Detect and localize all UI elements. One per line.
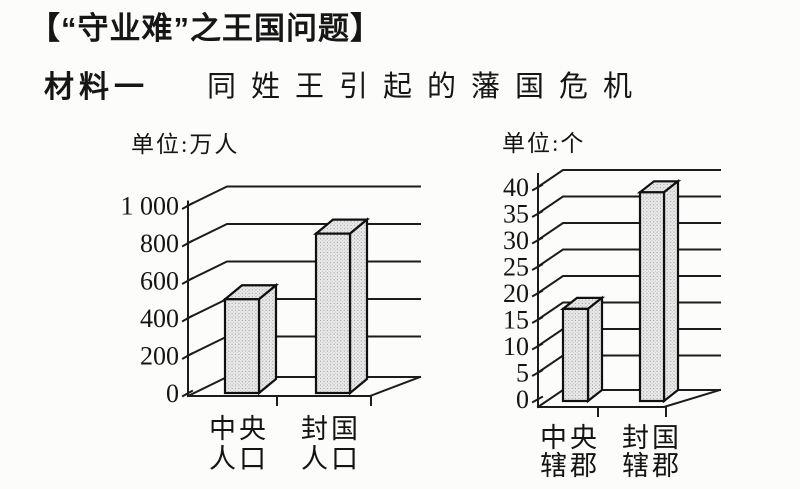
bar-side-face	[348, 217, 369, 396]
bar-side-face	[586, 295, 604, 404]
gridline	[536, 275, 721, 295]
category-label: 中央	[540, 423, 600, 453]
bar-front-face	[561, 307, 590, 403]
category-label: 人口	[209, 444, 269, 474]
gridline	[186, 223, 421, 245]
y-axis-tick-label: 20	[503, 279, 529, 308]
y-axis-tick-label: 5	[516, 359, 529, 388]
gridline	[186, 298, 421, 320]
bar-front-face	[223, 298, 261, 395]
y-axis-tick-label: 600	[140, 267, 179, 296]
category-label: 人口	[301, 444, 361, 474]
y-axis-tick-label: 0	[166, 379, 179, 408]
gridline	[186, 260, 421, 282]
y-axis-tick-label: 30	[503, 226, 529, 255]
y-axis-tick-label: 400	[140, 304, 179, 333]
gridline	[536, 248, 721, 268]
y-axis-tick-label: 25	[503, 253, 529, 282]
y-axis-tick-label: 800	[140, 229, 179, 258]
y-axis-tick-label: 40	[503, 173, 529, 202]
category-label: 中央	[209, 414, 269, 444]
material-title: 同姓王引起的藩国危机	[207, 71, 648, 103]
gridline	[186, 185, 421, 207]
bar	[636, 179, 682, 404]
gridline	[536, 195, 721, 215]
y-axis-tick-label: 1 000	[121, 192, 180, 221]
bar	[559, 295, 606, 404]
bar-front-face	[314, 232, 352, 395]
unit-label: 单位:个	[502, 131, 585, 156]
category-label: 辖郡	[540, 451, 600, 481]
bar-side-face	[662, 179, 680, 404]
bar-side-face	[257, 282, 278, 396]
y-axis-tick-label: 200	[140, 342, 179, 371]
category-label: 封国	[301, 414, 361, 444]
category-label: 辖郡	[622, 451, 682, 481]
page-title: 【“守业难”之王国问题】	[29, 11, 382, 46]
y-axis-tick-label: 10	[503, 332, 529, 361]
bar	[312, 217, 371, 396]
floor-front-edge	[537, 388, 722, 408]
y-axis-tick-label: 0	[516, 385, 529, 414]
y-axis-tick-label: 15	[503, 306, 529, 335]
gridline	[536, 222, 721, 242]
floor-back-edge	[186, 376, 421, 398]
bar-front-face	[638, 191, 666, 403]
material-label: 材料一	[44, 71, 149, 104]
unit-label: 单位:万人	[131, 132, 239, 157]
gridline	[186, 335, 421, 357]
bar	[221, 282, 280, 396]
y-axis-tick-label: 35	[503, 200, 529, 229]
category-label: 封国	[622, 423, 682, 453]
gridline	[536, 169, 721, 189]
